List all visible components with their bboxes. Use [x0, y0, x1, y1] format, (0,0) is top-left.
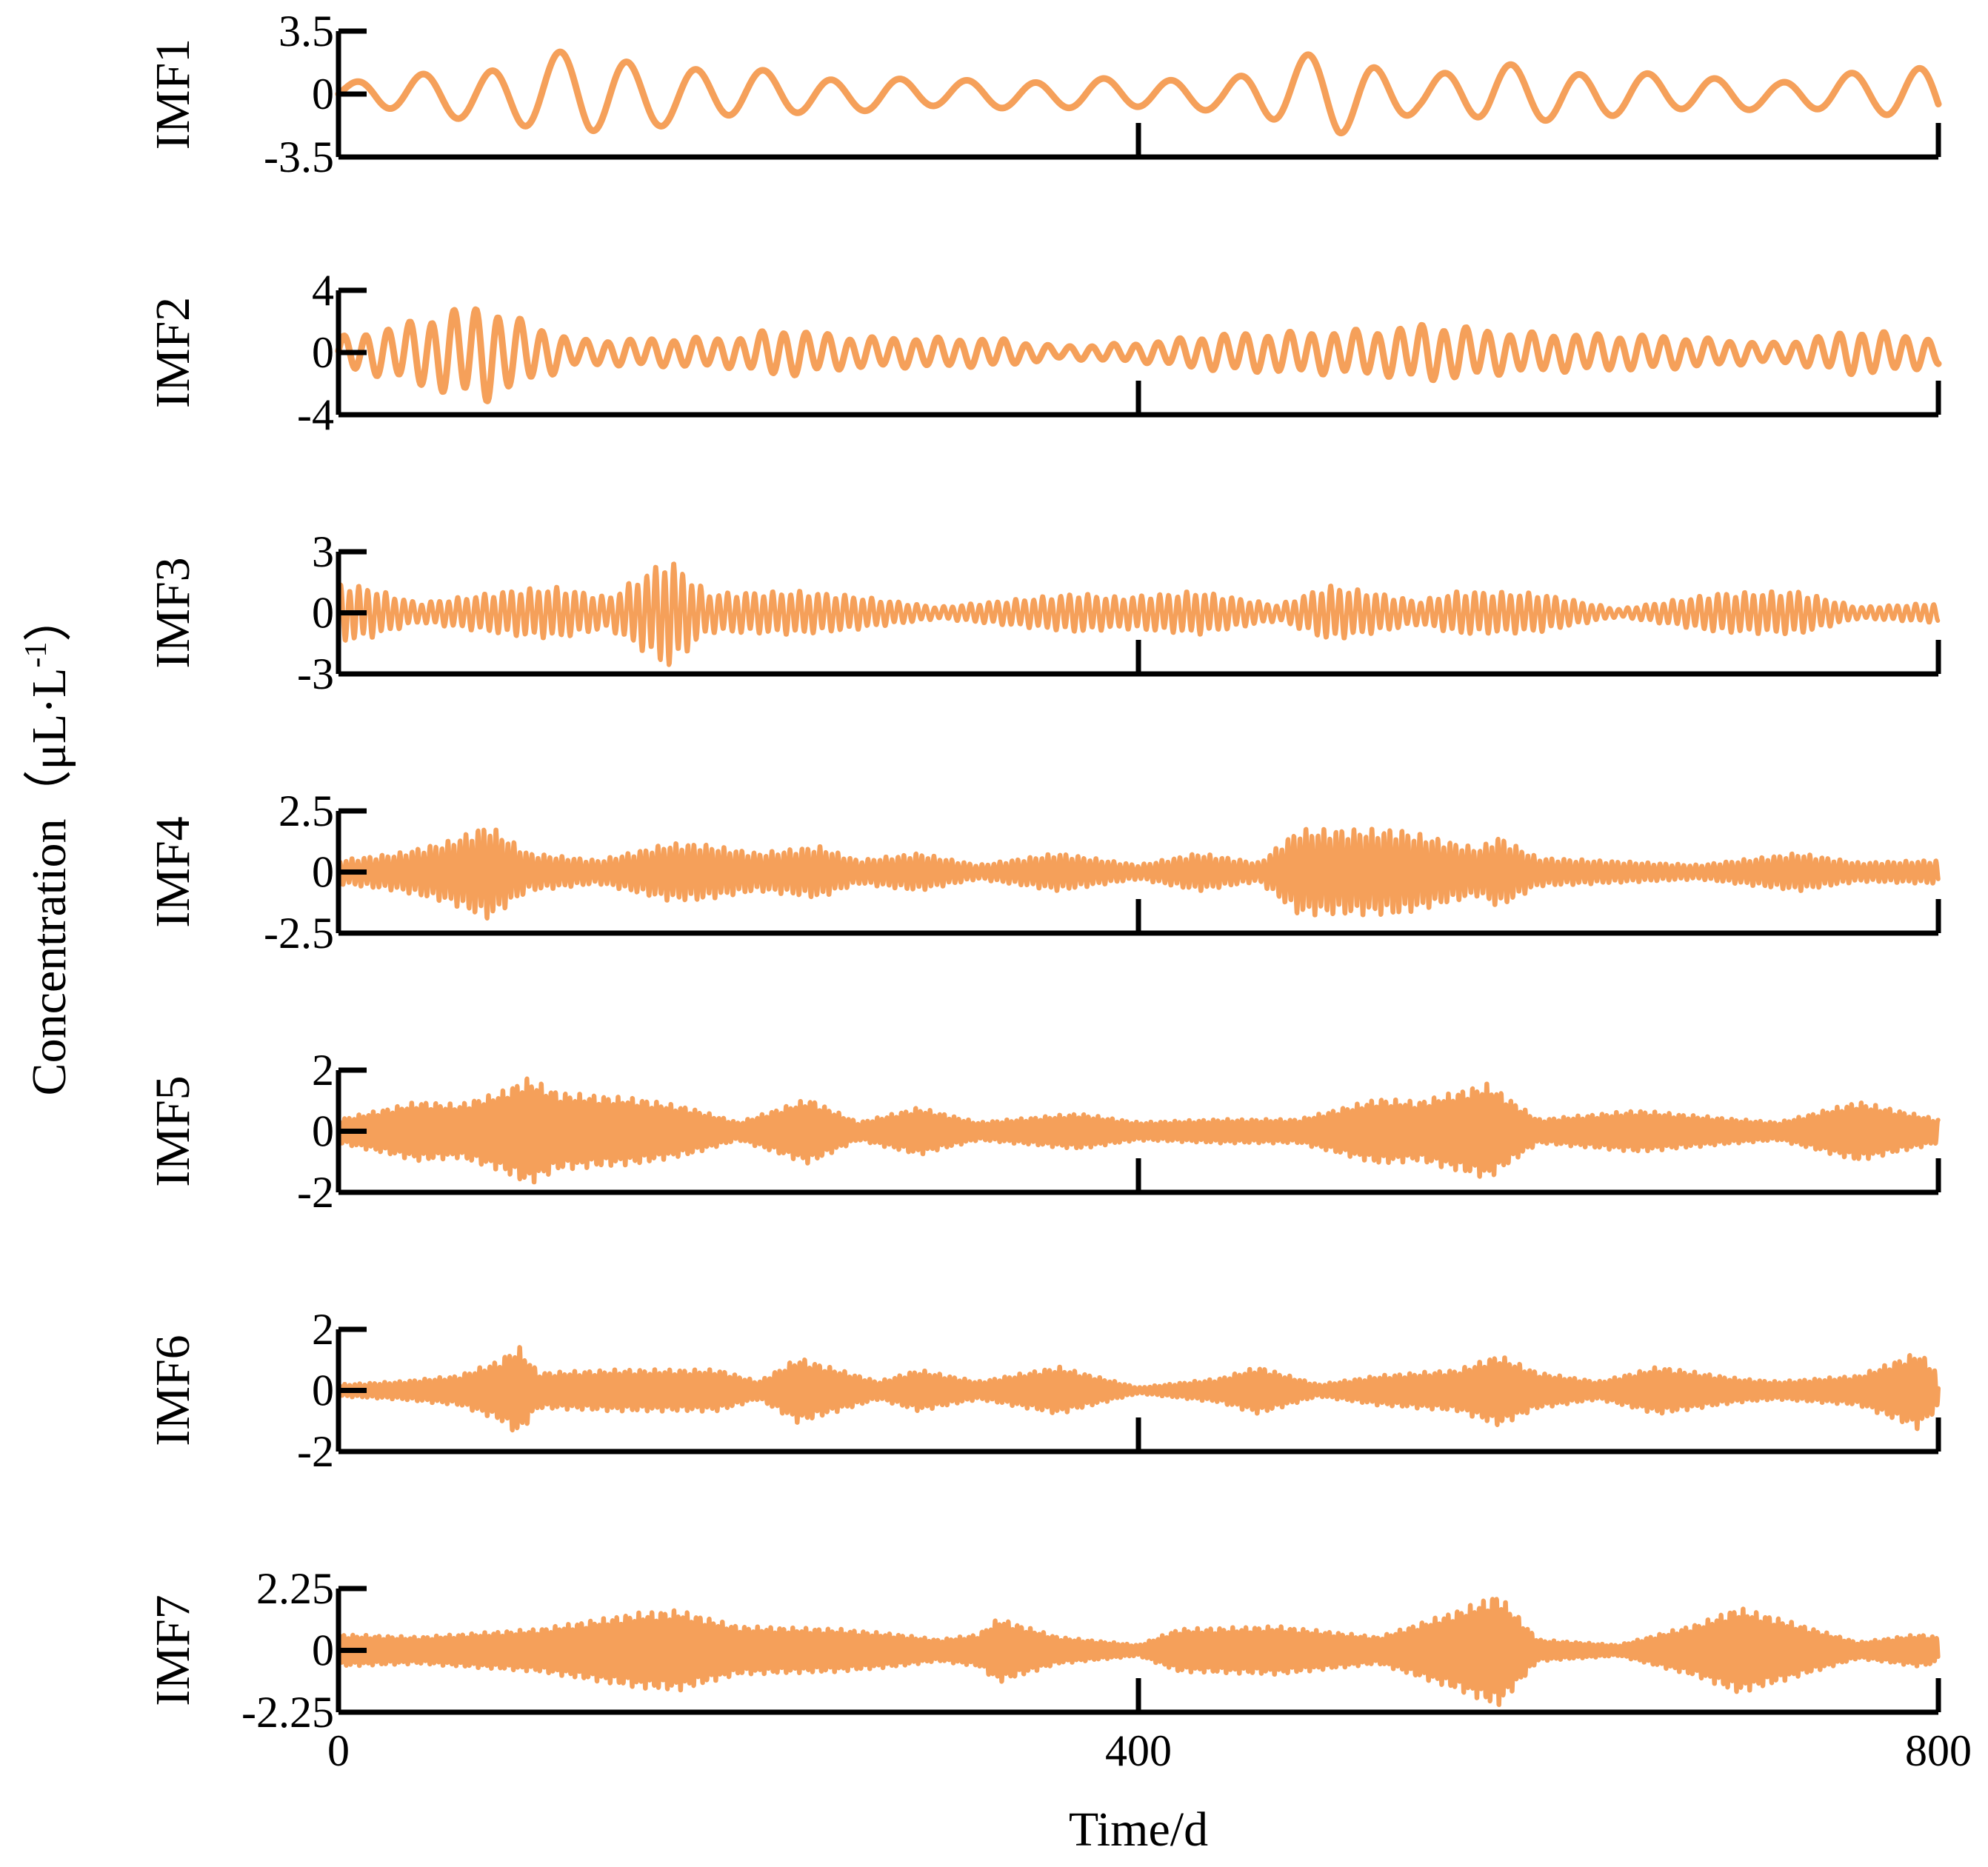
imf6-label: IMF6	[146, 1335, 200, 1446]
imf6-y-tick-label: -2	[297, 1427, 334, 1476]
panel-imf1: 3.5 0 -3.5 IMF1	[146, 7, 1942, 181]
imf6-y-tick-label: 0	[312, 1366, 334, 1415]
imf7-y-tick-label: 2.25	[256, 1564, 334, 1613]
imf3-y-tick-label: -3	[297, 649, 334, 698]
x-tick-label-0: 0	[327, 1726, 350, 1775]
imf2-label: IMF2	[146, 297, 200, 408]
imf1-series-line	[335, 48, 1942, 137]
imf3-series-line	[336, 561, 1941, 667]
imf3-y-tick-label: 0	[312, 589, 334, 638]
imf6-y-tick-label: 2	[312, 1305, 334, 1354]
panel-imf4: 2.5 0 -2.5 IMF4	[146, 786, 1941, 958]
imf3-label: IMF3	[146, 557, 200, 668]
panel-imf5: 2 0 -2 IMF5	[146, 1046, 1941, 1217]
imf1-y-tick-label: 3.5	[278, 7, 334, 56]
panel-imf2: 4 0 -4 IMF2	[146, 266, 1942, 439]
imf1-label: IMF1	[146, 39, 200, 150]
y-axis-title: Concentration（μL·L-1）	[19, 593, 76, 1096]
imf5-y-tick-label: 2	[312, 1046, 334, 1095]
panel-imf7: 2.25 0 -2.25 IMF7	[146, 1564, 1941, 1737]
imf4-label: IMF4	[146, 816, 200, 927]
imf4-y-tick-label: 2.5	[278, 786, 334, 835]
imf7-series-line	[336, 1597, 1941, 1708]
imf1-y-tick-label: -3.5	[264, 133, 334, 181]
panel-imf3: 3 0 -3 IMF3	[146, 527, 1941, 698]
x-axis-title: Time/d	[1069, 1803, 1208, 1857]
imf1-y-tick-label: 0	[312, 70, 334, 118]
imf4-y-tick-label: 0	[312, 848, 334, 897]
imf5-y-tick-label: -2	[297, 1168, 334, 1217]
imf2-y-tick-label: 4	[312, 266, 334, 315]
imf2-y-tick-label: -4	[297, 390, 334, 439]
panel-imf6: 2 0 -2 IMF6	[146, 1305, 1941, 1476]
imf5-y-tick-label: 0	[312, 1107, 334, 1156]
imf6-series-line	[336, 1345, 1941, 1433]
imf5-label: IMF5	[146, 1075, 200, 1186]
imf5-series-line	[336, 1076, 1941, 1185]
imf3-y-tick-label: 3	[312, 527, 334, 576]
imf7-y-tick-label: -2.25	[241, 1688, 334, 1737]
imf4-series-line	[336, 826, 1941, 921]
x-tick-label-800: 800	[1905, 1726, 1972, 1775]
imf7-label: IMF7	[146, 1594, 200, 1706]
imf4-y-tick-label: -2.5	[264, 909, 334, 958]
imf2-y-tick-label: 0	[312, 328, 334, 377]
imf7-y-tick-label: 0	[312, 1626, 334, 1675]
x-tick-label-400: 400	[1105, 1726, 1172, 1775]
imf2-series-line	[335, 306, 1942, 404]
